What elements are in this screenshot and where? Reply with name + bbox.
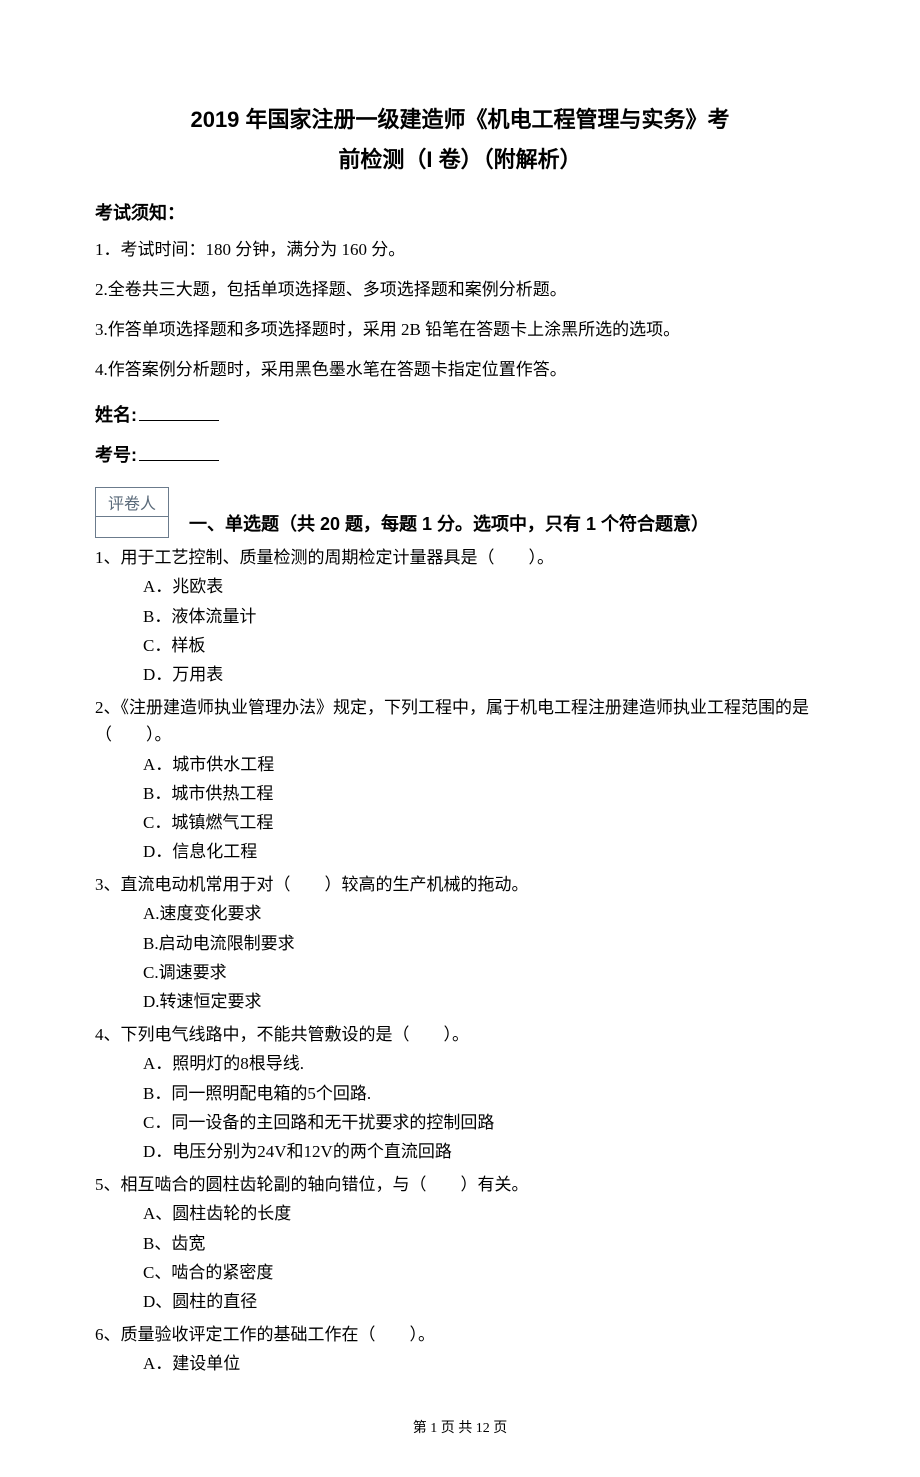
question-4-option-d: D．电压分别为24V和12V的两个直流回路 [95, 1138, 825, 1165]
question-4-option-c: C．同一设备的主回路和无干扰要求的控制回路 [95, 1109, 825, 1136]
name-label: 姓名: [95, 405, 137, 425]
page-container: 2019 年国家注册一级建造师《机电工程管理与实务》考 前检测（I 卷）（附解析… [0, 0, 920, 1477]
question-3-option-c: C.调速要求 [95, 959, 825, 986]
question-3-option-d: D.转速恒定要求 [95, 988, 825, 1015]
title-line-2: 前检测（I 卷）（附解析） [95, 140, 825, 180]
question-4-option-b: B．同一照明配电箱的5个回路. [95, 1080, 825, 1107]
name-field: 姓名: [95, 401, 825, 427]
notice-item-2: 2.全卷共三大题，包括单项选择题、多项选择题和案例分析题。 [95, 273, 825, 307]
id-label: 考号: [95, 445, 137, 465]
id-field: 考号: [95, 441, 825, 467]
page-footer: 第 1 页 共 12 页 [95, 1417, 825, 1437]
question-2-option-c: C．城镇燃气工程 [95, 809, 825, 836]
question-5-option-b: B、齿宽 [95, 1230, 825, 1257]
question-2-option-b: B．城市供热工程 [95, 780, 825, 807]
grader-blank [96, 517, 168, 537]
question-1-stem: 1、用于工艺控制、质量检测的周期检定计量器具是（ ）。 [95, 544, 825, 571]
name-blank [139, 420, 219, 421]
question-3-stem: 3、直流电动机常用于对（ ）较高的生产机械的拖动。 [95, 871, 825, 898]
question-2-option-d: D．信息化工程 [95, 838, 825, 865]
question-1-option-c: C．样板 [95, 632, 825, 659]
question-6-option-a: A．建设单位 [95, 1350, 825, 1377]
notice-heading: 考试须知： [95, 199, 825, 225]
question-5-option-c: C、啮合的紧密度 [95, 1259, 825, 1286]
question-3-option-a: A.速度变化要求 [95, 900, 825, 927]
id-blank [139, 460, 219, 461]
question-5-option-a: A、圆柱齿轮的长度 [95, 1200, 825, 1227]
question-3-option-b: B.启动电流限制要求 [95, 930, 825, 957]
question-5-option-d: D、圆柱的直径 [95, 1288, 825, 1315]
question-2-stem: 2、《注册建造师执业管理办法》规定，下列工程中，属于机电工程注册建造师执业工程范… [95, 694, 825, 748]
grader-box: 评卷人 [95, 487, 169, 538]
question-4-option-a: A．照明灯的8根导线. [95, 1050, 825, 1077]
section-row: 评卷人 一、单选题（共 20 题，每题 1 分。选项中，只有 1 个符合题意） [95, 477, 825, 538]
section-1-title: 一、单选题（共 20 题，每题 1 分。选项中，只有 1 个符合题意） [189, 510, 709, 536]
notice-item-1: 1．考试时间：180 分钟，满分为 160 分。 [95, 233, 825, 267]
notice-item-3: 3.作答单项选择题和多项选择题时，采用 2B 铅笔在答题卡上涂黑所选的选项。 [95, 313, 825, 347]
question-6-stem: 6、质量验收评定工作的基础工作在（ ）。 [95, 1321, 825, 1348]
notice-item-4: 4.作答案例分析题时，采用黑色墨水笔在答题卡指定位置作答。 [95, 353, 825, 387]
question-2-option-a: A．城市供水工程 [95, 751, 825, 778]
grader-label: 评卷人 [96, 488, 168, 517]
question-5-stem: 5、相互啮合的圆柱齿轮副的轴向错位，与（ ）有关。 [95, 1171, 825, 1198]
question-1-option-d: D．万用表 [95, 661, 825, 688]
question-4-stem: 4、下列电气线路中，不能共管敷设的是（ ）。 [95, 1021, 825, 1048]
question-1-option-b: B．液体流量计 [95, 603, 825, 630]
title-line-1: 2019 年国家注册一级建造师《机电工程管理与实务》考 [95, 100, 825, 140]
question-1-option-a: A．兆欧表 [95, 573, 825, 600]
